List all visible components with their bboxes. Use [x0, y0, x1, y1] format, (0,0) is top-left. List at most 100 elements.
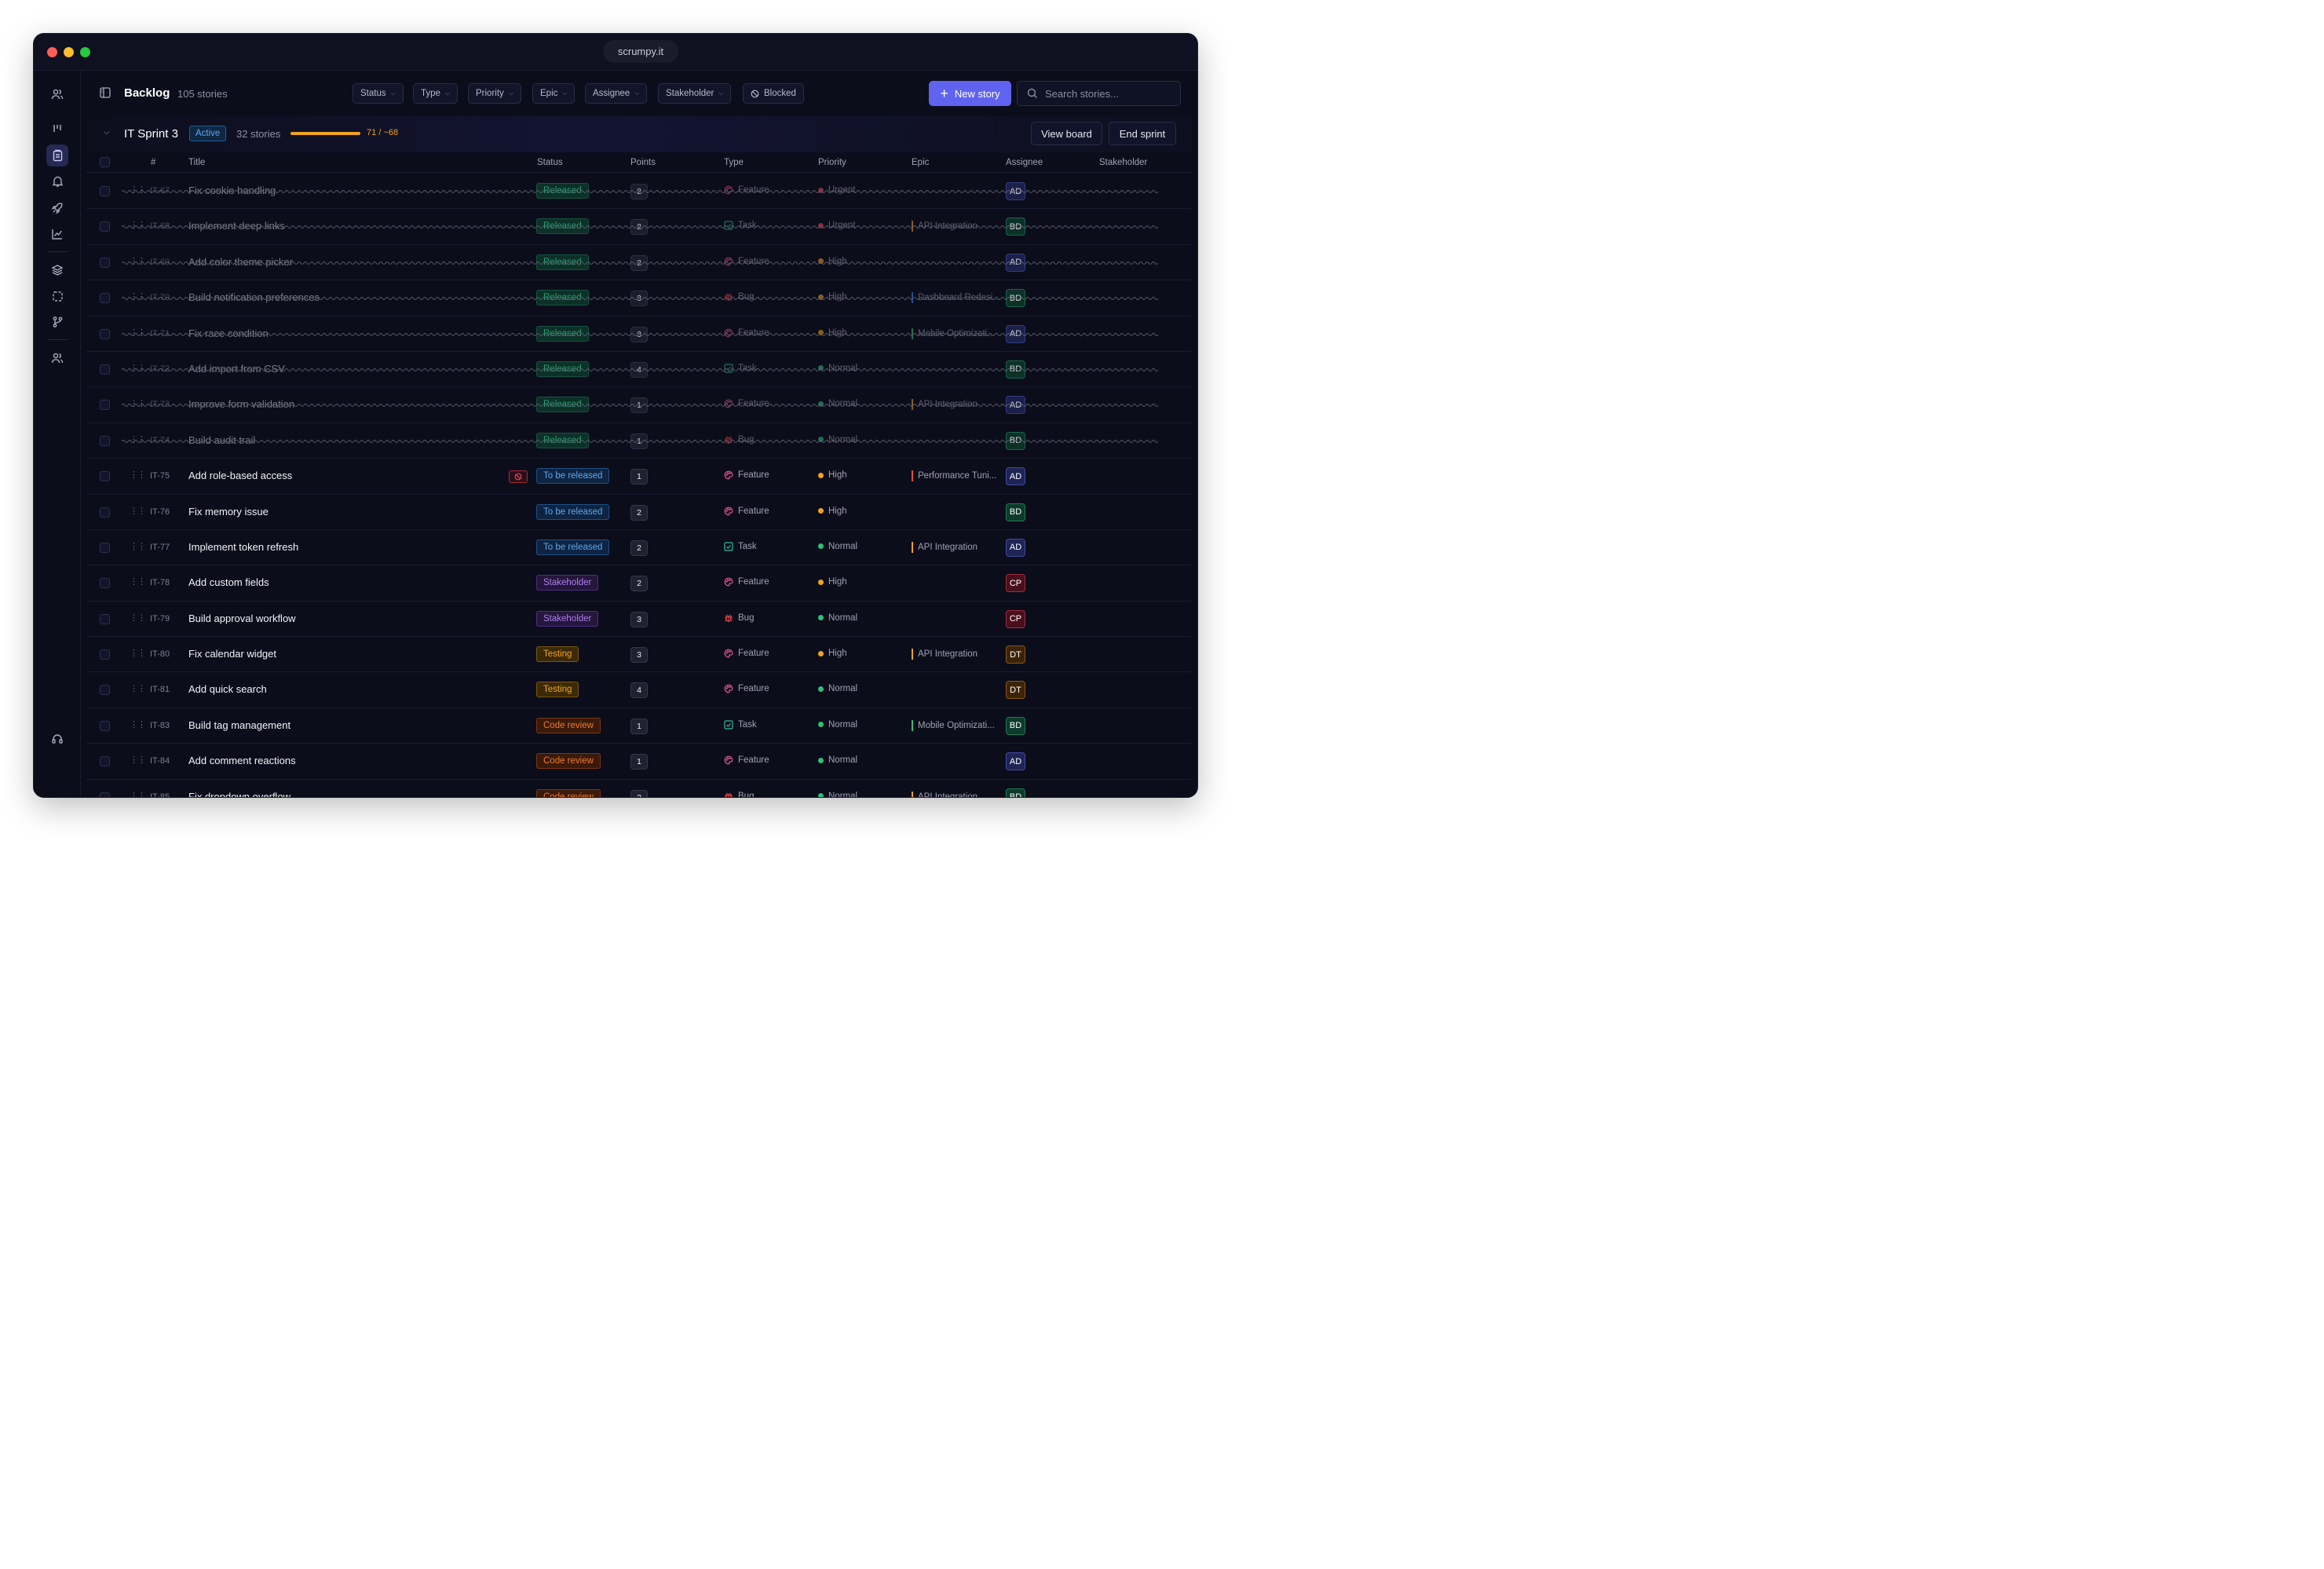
drag-handle-icon[interactable]: ⋮⋮ — [130, 541, 146, 551]
filter-stakeholder[interactable]: Stakeholder ⌵ — [658, 83, 732, 104]
points-badge[interactable]: 2 — [630, 789, 648, 797]
story-id[interactable]: IT-83 — [150, 720, 170, 730]
story-id[interactable]: IT-75 — [150, 471, 170, 481]
branches-icon[interactable] — [46, 311, 68, 333]
drag-handle-icon[interactable]: ⋮⋮ — [130, 434, 146, 444]
assignee-avatar[interactable]: AD — [1006, 467, 1025, 486]
assignee-avatar[interactable]: AD — [1006, 182, 1025, 200]
type-cell[interactable]: Bug — [724, 613, 754, 623]
type-cell[interactable]: Task — [724, 542, 757, 551]
drag-handle-icon[interactable]: ⋮⋮ — [130, 791, 146, 797]
story-id[interactable]: IT-81 — [150, 685, 170, 695]
filter-priority[interactable]: Priority ⌵ — [468, 83, 521, 104]
status-badge[interactable]: Testing — [536, 646, 579, 663]
collapse-chevron-icon[interactable]: ⌵ — [104, 128, 110, 137]
drag-handle-icon[interactable]: ⋮⋮ — [130, 185, 146, 195]
row-checkbox[interactable] — [100, 542, 110, 553]
story-title[interactable]: Add custom fields — [188, 576, 269, 589]
epic-cell[interactable]: Dashboard Redesi... — [912, 292, 1000, 304]
points-badge[interactable]: 1 — [630, 433, 648, 449]
panel-toggle-icon[interactable] — [100, 87, 111, 102]
points-badge[interactable]: 2 — [630, 504, 648, 521]
reports-icon[interactable] — [46, 223, 68, 245]
points-badge[interactable]: 4 — [630, 361, 648, 378]
epic-cell[interactable]: API Integration — [912, 541, 977, 553]
points-badge[interactable]: 1 — [630, 754, 648, 770]
backlog-icon[interactable] — [46, 144, 68, 166]
filter-blocked[interactable]: Blocked — [743, 83, 804, 104]
story-title[interactable]: Implement token refresh — [188, 540, 299, 553]
col-id[interactable]: # — [151, 158, 156, 167]
story-title[interactable]: Build notification preferences — [188, 291, 320, 304]
priority-cell[interactable]: Normal — [818, 792, 857, 797]
filter-epic[interactable]: Epic ⌵ — [532, 83, 576, 104]
sprints-icon[interactable] — [46, 285, 68, 307]
priority-cell[interactable]: Urgent — [818, 185, 856, 195]
board-icon[interactable] — [46, 118, 68, 140]
story-id[interactable]: IT-74 — [150, 435, 170, 445]
type-cell[interactable]: Bug — [724, 792, 754, 797]
epic-cell[interactable]: API Integration — [912, 791, 977, 797]
search-input[interactable]: Search stories... — [1017, 81, 1181, 106]
assignee-avatar[interactable]: AD — [1006, 538, 1025, 557]
assignee-avatar[interactable]: BD — [1006, 788, 1025, 797]
points-badge[interactable]: 1 — [630, 397, 648, 414]
drag-handle-icon[interactable]: ⋮⋮ — [130, 755, 146, 766]
table-row[interactable]: ⋮⋮ IT-83 Build tag management Code revie… — [86, 708, 1191, 744]
points-badge[interactable]: 3 — [630, 326, 648, 342]
drag-handle-icon[interactable]: ⋮⋮ — [130, 613, 146, 623]
epic-cell[interactable]: Mobile Optimizati... — [912, 327, 995, 339]
story-id[interactable]: IT-80 — [150, 649, 170, 660]
story-title[interactable]: Add quick search — [188, 683, 267, 696]
view-board-button[interactable]: View board — [1031, 122, 1102, 145]
table-row[interactable]: ⋮⋮ IT-77 Implement token refresh To be r… — [86, 530, 1191, 566]
new-story-button[interactable]: + New story — [929, 81, 1011, 106]
story-title[interactable]: Add role-based access — [188, 470, 293, 482]
drag-handle-icon[interactable]: ⋮⋮ — [130, 221, 146, 231]
col-title[interactable]: Title — [188, 158, 206, 167]
priority-cell[interactable]: Normal — [818, 755, 857, 765]
priority-cell[interactable]: High — [818, 257, 847, 266]
points-badge[interactable]: 1 — [630, 469, 648, 485]
story-id[interactable]: IT-76 — [150, 507, 170, 517]
layers-icon[interactable] — [46, 259, 68, 281]
points-badge[interactable]: 4 — [630, 682, 648, 699]
status-badge[interactable]: Stakeholder — [536, 575, 599, 591]
table-row[interactable]: ⋮⋮ IT-79 Build approval workflow Stakeho… — [86, 602, 1191, 638]
table-row[interactable]: ⋮⋮ IT-85 Fix dropdown overflow Code revi… — [86, 780, 1191, 797]
row-checkbox[interactable] — [100, 400, 110, 411]
team-icon[interactable] — [46, 83, 68, 105]
assignee-avatar[interactable]: BD — [1006, 716, 1025, 735]
table-row[interactable]: ⋮⋮ IT-68 Implement deep links Released 2… — [86, 209, 1191, 245]
type-cell[interactable]: Feature — [724, 185, 769, 195]
priority-cell[interactable]: High — [818, 507, 847, 516]
drag-handle-icon[interactable]: ⋮⋮ — [130, 327, 146, 338]
type-cell[interactable]: Task — [724, 221, 757, 230]
points-badge[interactable]: 2 — [630, 219, 648, 236]
status-badge[interactable]: Released — [536, 360, 589, 377]
priority-cell[interactable]: High — [818, 577, 847, 587]
story-title[interactable]: Build tag management — [188, 719, 291, 731]
table-row[interactable]: ⋮⋮ IT-76 Fix memory issue To be released… — [86, 495, 1191, 530]
story-title[interactable]: Fix cookie handling — [188, 185, 276, 196]
row-checkbox[interactable] — [100, 293, 110, 304]
priority-cell[interactable]: Normal — [818, 613, 857, 623]
type-cell[interactable]: Feature — [724, 470, 769, 480]
drag-handle-icon[interactable]: ⋮⋮ — [130, 506, 146, 516]
status-badge[interactable]: Released — [536, 218, 589, 235]
story-title[interactable]: Fix calendar widget — [188, 648, 276, 660]
assignee-avatar[interactable]: BD — [1006, 431, 1025, 450]
type-cell[interactable]: Feature — [724, 257, 769, 266]
assignee-avatar[interactable]: BD — [1006, 503, 1025, 521]
points-badge[interactable]: 1 — [630, 718, 648, 734]
priority-cell[interactable]: Normal — [818, 684, 857, 693]
points-badge[interactable]: 2 — [630, 576, 648, 592]
table-row[interactable]: ⋮⋮ IT-67 Fix cookie handling Released 2 … — [86, 174, 1191, 210]
status-badge[interactable]: Released — [536, 290, 589, 306]
type-cell[interactable]: Feature — [724, 399, 769, 408]
points-badge[interactable]: 2 — [630, 184, 648, 199]
row-checkbox[interactable] — [100, 221, 110, 232]
table-row[interactable]: ⋮⋮ IT-75 Add role-based access To be rel… — [86, 459, 1191, 495]
priority-cell[interactable]: Normal — [818, 364, 857, 373]
drag-handle-icon[interactable]: ⋮⋮ — [130, 363, 146, 373]
